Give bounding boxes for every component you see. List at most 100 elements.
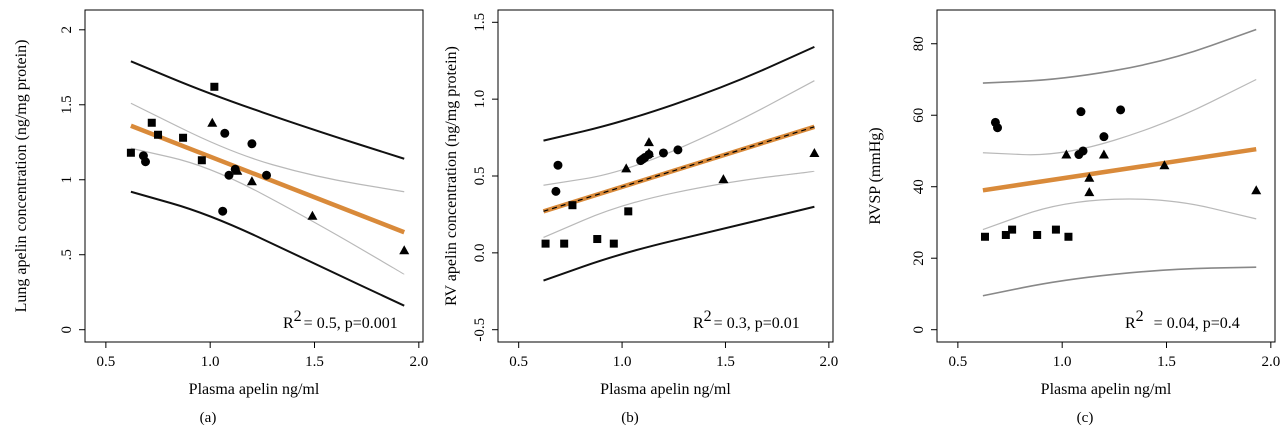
data-point-triangle xyxy=(1061,149,1072,159)
y-tick-label: 0 xyxy=(59,326,75,334)
fit-annotation-sup: 2 xyxy=(1136,308,1144,325)
data-point-square xyxy=(1064,232,1073,241)
fit-annotation-r: R xyxy=(1125,315,1136,332)
x-tick-label: 2.0 xyxy=(1261,354,1280,370)
panel-label: (c) xyxy=(1077,410,1094,426)
y-tick-label: 1.0 xyxy=(472,90,488,109)
regression-line xyxy=(982,146,1257,193)
y-tick-label: 1 xyxy=(59,176,75,184)
x-tick-label: 0.5 xyxy=(948,354,967,370)
y-axis-label: RV apelin concentration (ng/mg protein) xyxy=(443,46,460,306)
data-point-square xyxy=(126,148,135,157)
y-tick-label: 0.0 xyxy=(472,243,488,262)
regression-line-dashed xyxy=(543,126,815,212)
fit-annotation-stats: = 0.04, p=0.4 xyxy=(1154,315,1240,332)
fit-annotation-stats: = 0.5, p=0.001 xyxy=(304,315,398,332)
prediction-band-line xyxy=(543,205,815,282)
data-point-triangle xyxy=(809,147,820,157)
data-point-square xyxy=(210,82,219,91)
confidence-band-line xyxy=(130,102,405,193)
data-point-triangle xyxy=(1159,160,1170,170)
confidence-band-line xyxy=(982,198,1257,231)
x-axis-label: Plasma apelin ng/ml xyxy=(189,381,320,398)
y-tick-label: -0.5 xyxy=(472,318,488,342)
plot-area xyxy=(130,60,406,307)
data-point-square xyxy=(154,130,163,139)
x-tick-label: 1.0 xyxy=(1053,354,1072,370)
confidence-band-line xyxy=(982,78,1257,156)
data-point-square xyxy=(593,235,602,244)
data-point-square xyxy=(197,156,206,165)
data-point-triangle xyxy=(621,163,632,173)
y-tick-label: 40 xyxy=(911,179,927,194)
prediction-band-line xyxy=(130,60,405,160)
x-tick-label: 1.5 xyxy=(1157,354,1176,370)
data-point-triangle xyxy=(643,147,654,157)
plot-area xyxy=(982,28,1257,297)
x-tick-label: 1.5 xyxy=(716,354,735,370)
data-point-square xyxy=(980,232,989,241)
prediction-band-line xyxy=(982,266,1257,297)
data-point-triangle xyxy=(1084,187,1095,197)
plot-frame xyxy=(497,9,834,343)
data-point-circle xyxy=(673,145,683,155)
fit-annotation-sup: 2 xyxy=(294,308,302,325)
fit-annotation: R2 = 0.3, p=0.01 xyxy=(693,308,800,332)
y-tick-label: 0.5 xyxy=(472,167,488,186)
confidence-band-line xyxy=(130,147,405,275)
data-point-triangle xyxy=(1251,185,1262,195)
x-tick-label: 1.5 xyxy=(305,354,324,370)
panel-label: (a) xyxy=(200,410,217,426)
data-point-square xyxy=(624,207,633,216)
fit-annotation-sup: 2 xyxy=(704,308,712,325)
plot-frame xyxy=(84,9,424,343)
data-point-square xyxy=(179,133,188,142)
fit-annotation: R2 = 0.04, p=0.4 xyxy=(1125,308,1240,332)
x-axis-label: Plasma apelin ng/ml xyxy=(600,381,731,398)
data-point-circle xyxy=(224,170,234,180)
data-point-triangle xyxy=(307,210,318,220)
data-point-circle xyxy=(262,170,272,180)
data-point-square xyxy=(147,118,156,127)
x-tick-label: 0.5 xyxy=(509,354,528,370)
y-tick-label: 2 xyxy=(59,26,75,33)
data-point-circle xyxy=(553,160,563,170)
x-tick-label: 2.0 xyxy=(819,354,838,370)
y-tick-label: 1.5 xyxy=(59,95,75,114)
data-point-circle xyxy=(1116,105,1126,115)
data-point-circle xyxy=(218,206,228,216)
x-tick-label: 2.0 xyxy=(409,354,428,370)
y-tick-label: 0 xyxy=(911,326,927,334)
data-point-circle xyxy=(993,123,1003,133)
fit-annotation-r: R xyxy=(693,315,704,332)
panel-label: (b) xyxy=(621,410,639,426)
prediction-band-line xyxy=(130,190,405,307)
data-point-circle xyxy=(247,139,257,149)
data-point-square xyxy=(560,239,569,248)
data-point-triangle xyxy=(207,117,218,127)
data-point-square xyxy=(1033,230,1042,239)
y-axis-label: RVSP (mmHg) xyxy=(867,127,884,224)
data-point-square xyxy=(609,239,618,248)
data-point-triangle xyxy=(1084,172,1095,182)
y-tick-label: 60 xyxy=(911,108,927,123)
y-tick-label: .5 xyxy=(59,249,75,260)
regression-line xyxy=(542,124,816,214)
data-point-circle xyxy=(141,157,151,167)
data-point-circle xyxy=(220,128,230,138)
fit-annotation-r: R xyxy=(283,315,294,332)
data-point-square xyxy=(541,239,550,248)
fit-annotation-stats: = 0.3, p=0.01 xyxy=(714,315,800,332)
data-point-triangle xyxy=(399,245,410,255)
data-point-circle xyxy=(1076,107,1086,117)
prediction-band-line xyxy=(982,28,1257,84)
data-point-triangle xyxy=(718,174,729,184)
data-point-circle xyxy=(551,186,561,196)
fit-annotation: R2 = 0.5, p=0.001 xyxy=(283,308,398,332)
y-tick-label: 1.5 xyxy=(472,13,488,32)
x-tick-label: 1.0 xyxy=(201,354,220,370)
chart-panel-3: 0.5 1.0 1.5 2.0 0 20 40 60 80 Plasma apelin ng/ml… xyxy=(867,9,1280,426)
data-point-triangle xyxy=(1098,149,1109,159)
y-axis-label: Lung apelin concentration (ng/mg protein… xyxy=(13,40,30,313)
